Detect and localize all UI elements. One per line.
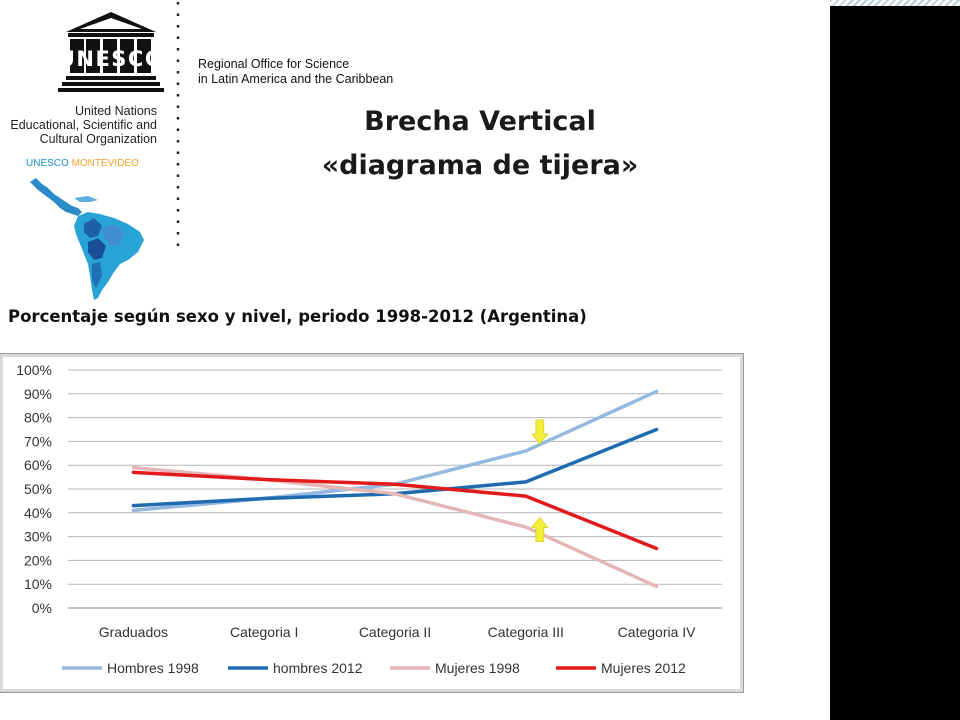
line-chart: 100% 90% 80% 70% 60% 50% 40% 30% 20% 10% 0% Gradua… <box>16 362 722 676</box>
legend-label: Mujeres 1998 <box>435 660 520 676</box>
grid-lines <box>68 369 722 609</box>
x-category-label: Categoria III <box>488 624 564 640</box>
arrow-down-icon <box>530 419 549 445</box>
series-lines <box>131 389 659 589</box>
chart-subtitle: Porcentaje según sexo y nivel, periodo 1… <box>8 307 587 326</box>
y-tick-label: 90% <box>24 386 52 402</box>
un-line-3: Cultural Organization <box>39 132 157 146</box>
dotted-divider <box>176 2 180 248</box>
office-line-2: in Latin America and the Caribbean <box>198 72 394 86</box>
un-line-1: United Nations <box>75 104 157 118</box>
y-tick-label: 60% <box>24 457 52 473</box>
series-line <box>131 470 659 551</box>
x-category-label: Categoria IV <box>618 624 696 640</box>
title-line-1: Brecha Vertical <box>364 106 596 137</box>
x-category-label: Categoria I <box>230 624 298 640</box>
montevideo-unesco: UNESCO <box>26 158 69 169</box>
un-organization-text: United Nations Educational, Scientific a… <box>10 104 157 146</box>
arrow-up-icon <box>530 516 549 542</box>
x-axis-categories: Graduados Categoria I Categoria II Categori… <box>99 624 696 640</box>
legend-label: hombres 2012 <box>273 660 363 676</box>
logo-word: UNESCO <box>58 47 164 71</box>
slide-title: Brecha Vertical «diagrama de tijera» <box>300 100 660 188</box>
regional-office-text: Regional Office for Science in Latin Ame… <box>198 57 393 87</box>
unesco-temple-logo: UNESCO <box>58 12 164 92</box>
annotation-arrows <box>530 419 549 542</box>
right-panel-stripe <box>830 0 960 6</box>
y-tick-label: 30% <box>24 529 52 545</box>
y-tick-label: 80% <box>24 410 52 426</box>
legend-label: Mujeres 2012 <box>601 660 686 676</box>
y-tick-label: 40% <box>24 505 52 521</box>
y-tick-label: 70% <box>24 433 52 449</box>
y-tick-label: 100% <box>16 362 52 378</box>
title-line-2: «diagrama de tijera» <box>321 150 639 181</box>
un-line-2: Educational, Scientific and <box>10 118 157 132</box>
y-axis-ticks: 100% 90% 80% 70% 60% 50% 40% 30% 20% 10% 0% <box>16 362 52 616</box>
chart-legend: Hombres 1998 hombres 2012 Mujeres 1998 Muje… <box>62 660 686 676</box>
right-black-panel <box>830 0 960 720</box>
x-category-label: Categoria II <box>359 624 431 640</box>
unesco-montevideo-label: UNESCO MONTEVIDEO <box>26 158 139 169</box>
x-category-label: Graduados <box>99 624 168 640</box>
legend-label: Hombres 1998 <box>107 660 199 676</box>
y-tick-label: 10% <box>24 576 52 592</box>
montevideo-city: MONTEVIDEO <box>71 158 139 169</box>
y-tick-label: 20% <box>24 552 52 568</box>
office-line-1: Regional Office for Science <box>198 57 350 71</box>
y-tick-label: 50% <box>24 481 52 497</box>
y-tick-label: 0% <box>32 600 52 616</box>
latin-america-map <box>30 178 144 300</box>
